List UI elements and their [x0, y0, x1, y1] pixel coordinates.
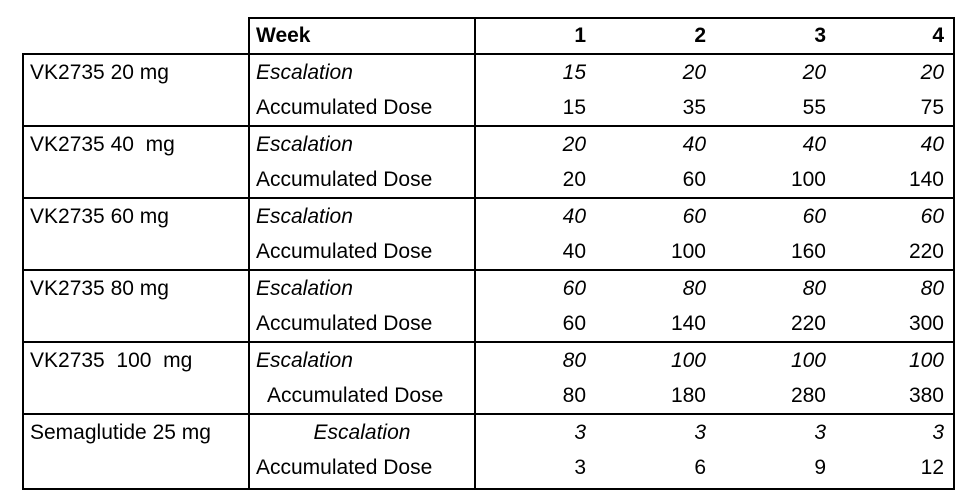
dose-value-cell: 280: [715, 378, 835, 415]
accumulated-row: Accumulated Dose 60 140 220 300: [23, 306, 955, 343]
dose-value-cell: 220: [715, 306, 835, 343]
row-type-cell: Accumulated Dose: [248, 306, 476, 343]
escalation-row: VK2735 20 mg Escalation 15 20 20 20: [22, 53, 955, 127]
row-type-cell: Escalation: [248, 53, 476, 90]
dose-value-cell: 60: [475, 269, 595, 306]
dose-value-cell: 20: [475, 125, 595, 162]
dose-value-cell: 40: [835, 125, 955, 162]
dose-value-cell: 100: [715, 341, 835, 378]
dose-value-cell: 160: [715, 234, 835, 271]
dose-value-cell: 100: [595, 234, 715, 271]
row-type-cell: Escalation: [248, 197, 476, 234]
header-row: Week 1 2 3 4: [23, 17, 955, 55]
dose-value-cell: 60: [835, 197, 955, 234]
dose-value-cell: 40: [715, 125, 835, 162]
dose-value-cell: 3: [595, 413, 715, 450]
row-type-cell: Accumulated Dose: [248, 162, 476, 199]
dose-value-cell: 60: [595, 197, 715, 234]
corner-cell: [23, 18, 249, 54]
row-type-cell: Accumulated Dose: [248, 234, 476, 271]
dose-value-cell: 40: [475, 234, 595, 271]
dose-value-cell: 20: [595, 53, 715, 90]
dose-value-cell: 20: [835, 53, 955, 90]
row-type-cell: Accumulated Dose: [248, 450, 476, 490]
dose-value-cell: 55: [715, 90, 835, 127]
accumulated-row: Accumulated Dose 15 35 55 75: [23, 90, 955, 127]
week-number-cell: 3: [715, 17, 835, 55]
accumulated-row: Accumulated Dose 40 100 160 220: [23, 234, 955, 271]
escalation-row: VK2735 100 mg Escalation 80 100 100 100: [22, 341, 955, 415]
dose-value-cell: 15: [475, 90, 595, 127]
dose-value-cell: 100: [715, 162, 835, 199]
dose-value-cell: 220: [835, 234, 955, 271]
dose-value-cell: 60: [475, 306, 595, 343]
dose-value-cell: 80: [715, 269, 835, 306]
dose-escalation-table: Week 1 2 3 4 VK2735 20 mg Escalation 15 …: [22, 17, 955, 490]
week-number-cell: 1: [475, 17, 595, 55]
dose-value-cell: 3: [715, 413, 835, 450]
dose-value-cell: 3: [475, 413, 595, 450]
dose-value-cell: 140: [595, 306, 715, 343]
dose-value-cell: 380: [835, 378, 955, 415]
week-number-cell: 2: [595, 17, 715, 55]
dose-value-cell: 40: [475, 197, 595, 234]
escalation-row: VK2735 80 mg Escalation 60 80 80 80: [22, 269, 955, 343]
dose-value-cell: 80: [475, 378, 595, 415]
group-label-cell: Semaglutide 25 mg: [22, 413, 250, 490]
dose-value-cell: 100: [595, 341, 715, 378]
dose-value-cell: 15: [475, 53, 595, 90]
dose-value-cell: 20: [475, 162, 595, 199]
escalation-row: VK2735 60 mg Escalation 40 60 60 60: [22, 197, 955, 271]
dose-value-cell: 12: [835, 450, 955, 490]
row-type-cell: Accumulated Dose: [248, 378, 476, 415]
row-type-cell: Escalation: [248, 413, 476, 450]
escalation-row: Semaglutide 25 mg Escalation 3 3 3 3: [22, 413, 955, 490]
dose-value-cell: 40: [595, 125, 715, 162]
row-type-cell: Escalation: [248, 269, 476, 306]
row-type-cell: Accumulated Dose: [248, 90, 476, 127]
dose-value-cell: 3: [835, 413, 955, 450]
dose-value-cell: 3: [475, 450, 595, 490]
dose-value-cell: 80: [595, 269, 715, 306]
row-type-cell: Escalation: [248, 125, 476, 162]
dose-value-cell: 9: [715, 450, 835, 490]
dose-value-cell: 140: [835, 162, 955, 199]
dose-value-cell: 75: [835, 90, 955, 127]
group-label-cell: VK2735 20 mg: [22, 53, 250, 127]
dose-value-cell: 60: [715, 197, 835, 234]
escalation-row: VK2735 40 mg Escalation 20 40 40 40: [22, 125, 955, 199]
group-label-cell: VK2735 40 mg: [22, 125, 250, 199]
accumulated-row: Accumulated Dose 20 60 100 140: [23, 162, 955, 199]
dose-value-cell: 60: [595, 162, 715, 199]
dose-value-cell: 100: [835, 341, 955, 378]
dose-value-cell: 300: [835, 306, 955, 343]
week-header-cell: Week: [248, 17, 476, 55]
dose-value-cell: 6: [595, 450, 715, 490]
dose-value-cell: 80: [475, 341, 595, 378]
week-number-cell: 4: [835, 17, 955, 55]
group-label-cell: VK2735 80 mg: [22, 269, 250, 343]
accumulated-row: Accumulated Dose 80 180 280 380: [23, 378, 955, 415]
dose-value-cell: 80: [835, 269, 955, 306]
dose-value-cell: 35: [595, 90, 715, 127]
group-label-cell: VK2735 100 mg: [22, 341, 250, 415]
group-label-cell: VK2735 60 mg: [22, 197, 250, 271]
dose-value-cell: 180: [595, 378, 715, 415]
row-type-cell: Escalation: [248, 341, 476, 378]
dose-value-cell: 20: [715, 53, 835, 90]
